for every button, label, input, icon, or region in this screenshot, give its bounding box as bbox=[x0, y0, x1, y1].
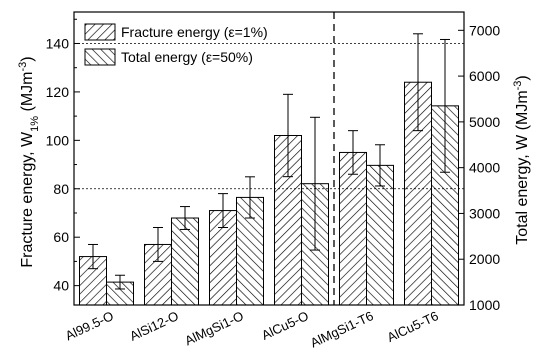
left-tick-label: 100 bbox=[46, 132, 70, 148]
legend-swatch-total bbox=[84, 48, 116, 66]
x-tick-label: AlSi12-O bbox=[127, 308, 180, 344]
x-tick-label: AlCu5-T6 bbox=[385, 308, 441, 345]
reference-lines bbox=[74, 43, 464, 190]
right-axis-title: Total energy, W (MJm-3) bbox=[512, 75, 531, 245]
bars bbox=[79, 81, 459, 306]
bar-total-energy bbox=[171, 217, 199, 306]
bar-total-energy bbox=[366, 164, 394, 306]
left-tick-label: 40 bbox=[53, 278, 69, 294]
left-tick-label: 80 bbox=[53, 181, 69, 197]
x-tick-label: AlMgSi1-O bbox=[182, 308, 245, 348]
x-tick-label: Al99.5-O bbox=[63, 308, 116, 343]
right-tick-label: 3000 bbox=[469, 205, 500, 221]
error-bars bbox=[88, 33, 450, 290]
plot-frame bbox=[73, 11, 465, 306]
right-tick-label: 1000 bbox=[469, 297, 500, 313]
right-tick-label: 6000 bbox=[469, 68, 500, 84]
x-tick-label: AlMgSi1-T6 bbox=[308, 308, 376, 350]
right-axis: 1000 2000 3000 4000 5000 6000 7000 bbox=[458, 22, 500, 313]
right-tick-label: 7000 bbox=[469, 22, 500, 38]
x-tick-label: AlCu5-O bbox=[259, 308, 311, 343]
legend-label-total: Total energy (ε=50%) bbox=[121, 49, 253, 65]
right-tick-label: 2000 bbox=[469, 251, 500, 267]
legend-swatch-fracture bbox=[84, 23, 116, 41]
left-tick-label: 140 bbox=[46, 35, 70, 51]
x-axis: Al99.5-O AlSi12-O AlMgSi1-O AlCu5-OAlMgSi1-… bbox=[63, 300, 441, 350]
left-axis-title: Fracture energy, W1% (MJm-3) bbox=[17, 56, 41, 267]
legend: Fracture energy (ε=1%) Total energy (ε=5… bbox=[84, 23, 268, 66]
legend-label-fracture: Fracture energy (ε=1%) bbox=[121, 24, 268, 40]
right-tick-label: 4000 bbox=[469, 160, 500, 176]
left-axis: 40 60 80 100 120 140 bbox=[46, 18, 80, 294]
bar-fracture-energy bbox=[339, 151, 367, 306]
left-tick-label: 120 bbox=[46, 84, 70, 100]
left-tick-label: 60 bbox=[53, 229, 69, 245]
right-tick-label: 5000 bbox=[469, 114, 500, 130]
